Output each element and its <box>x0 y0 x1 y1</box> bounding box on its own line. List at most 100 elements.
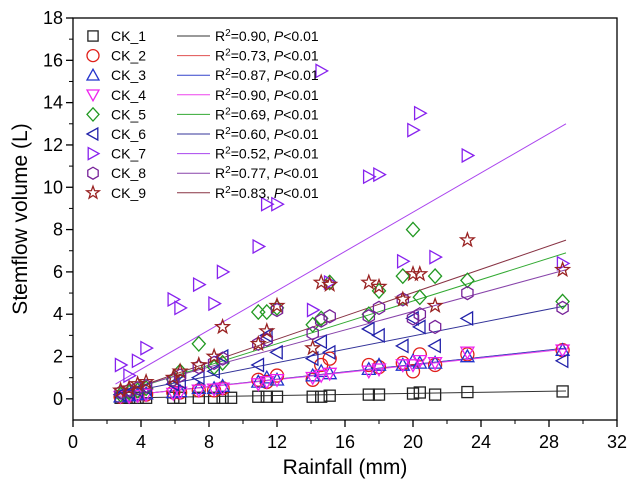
legend-fit-ck-2: R2=0.73, P<0.01 <box>215 48 319 64</box>
legend-marker-ck-7 <box>87 146 101 161</box>
data-point-ck-4 <box>395 359 411 373</box>
data-point-ck-7 <box>252 238 267 255</box>
data-point-ck-4 <box>361 365 377 380</box>
data-point-ck-8 <box>216 351 229 366</box>
data-point-ck-8 <box>260 332 274 347</box>
legend-entry-ck-2: CK_2 R2=0.73, P<0.01 <box>86 48 319 64</box>
data-point-ck-5 <box>305 316 321 333</box>
legend-label-ck-7: CK_7 <box>111 146 146 162</box>
data-point-ck-4 <box>371 363 387 378</box>
legend-fit-ck-5: R2=0.69, P<0.01 <box>215 106 319 122</box>
data-point-ck-9 <box>458 231 477 248</box>
data-point-ck-6 <box>459 310 474 327</box>
data-point-ck-1 <box>207 391 221 404</box>
data-point-ck-4 <box>554 344 571 359</box>
x-tick-label: 8 <box>204 432 214 452</box>
legend-marker-ck-3 <box>85 67 101 81</box>
x-tick-label: 0 <box>68 432 78 452</box>
data-point-ck-7 <box>167 291 182 308</box>
data-point-ck-1 <box>372 388 386 401</box>
data-point-ck-2 <box>322 351 337 366</box>
data-point-ck-7 <box>362 169 377 185</box>
x-axis-title: Rainfall (mm) <box>283 456 408 479</box>
data-point-ck-8 <box>461 285 474 301</box>
data-point-ck-5 <box>371 282 387 300</box>
legend-entry-ck-6: CK_6 R2=0.60, P<0.01 <box>85 126 319 142</box>
x-tick-label: 32 <box>607 432 627 452</box>
data-point-ck-4 <box>459 346 476 361</box>
x-tick-label: 4 <box>136 432 146 452</box>
fit-line-ck-5 <box>115 252 567 396</box>
data-point-ck-9 <box>411 264 429 282</box>
data-point-ck-9 <box>426 296 444 314</box>
data-point-ck-7 <box>271 196 285 212</box>
data-point-ck-4 <box>305 371 321 386</box>
data-point-ck-6 <box>313 334 328 350</box>
data-point-ck-1 <box>461 385 474 399</box>
data-point-ck-5 <box>405 221 421 238</box>
data-point-ck-8 <box>252 336 265 352</box>
data-point-ck-7 <box>114 357 129 373</box>
data-point-ck-4 <box>322 367 338 382</box>
data-point-ck-4 <box>313 369 329 384</box>
legend-marker-ck-1 <box>87 30 99 42</box>
data-point-ck-6 <box>360 321 375 337</box>
data-point-ck-1 <box>216 391 229 404</box>
data-point-ck-4 <box>259 376 275 390</box>
data-point-ck-1 <box>323 389 336 402</box>
data-point-ck-7 <box>413 105 428 121</box>
data-point-ck-6 <box>321 344 336 360</box>
legend-entry-ck-8: CK_8 R2=0.77, P<0.01 <box>87 165 319 181</box>
data-point-ck-8 <box>362 309 376 324</box>
data-point-ck-5 <box>250 303 266 321</box>
data-point-ck-9 <box>360 273 378 290</box>
data-point-ck-2 <box>371 359 387 375</box>
data-point-ck-8 <box>396 292 410 307</box>
data-point-ck-7 <box>306 302 321 318</box>
legend-entry-ck-5: CK_5 R2=0.69, P<0.01 <box>86 106 319 122</box>
data-point-ck-9 <box>268 296 286 314</box>
data-point-ck-8 <box>372 300 386 316</box>
data-point-ck-4 <box>206 383 222 398</box>
data-point-ck-4 <box>172 386 188 401</box>
y-tick-label: 14 <box>43 93 63 113</box>
y-tick-label: 0 <box>53 389 63 409</box>
data-point-ck-7 <box>407 122 421 138</box>
data-point-ck-4 <box>191 384 207 399</box>
legend-label-ck-5: CK_5 <box>111 106 146 122</box>
data-point-ck-4 <box>165 387 181 402</box>
data-point-ck-6 <box>371 327 385 344</box>
y-tick-label: 16 <box>43 50 63 70</box>
data-point-ck-1 <box>306 390 319 403</box>
y-tick-label: 6 <box>53 262 63 282</box>
legend-fit-ck-9: R2=0.83, P<0.01 <box>215 185 319 201</box>
data-point-ck-5 <box>395 268 411 285</box>
legend-label-ck-8: CK_8 <box>111 165 146 181</box>
data-point-ck-9 <box>171 362 189 379</box>
data-point-ck-7 <box>315 63 330 79</box>
data-point-ck-3 <box>172 383 188 398</box>
data-point-ck-4 <box>427 357 443 371</box>
data-point-ck-1 <box>270 390 284 403</box>
data-point-ck-1 <box>260 390 273 403</box>
data-point-ck-9 <box>370 277 388 295</box>
data-point-ck-7 <box>429 249 443 265</box>
data-point-ck-9 <box>190 355 208 373</box>
data-point-ck-3 <box>191 380 207 395</box>
data-point-ck-5 <box>460 272 475 289</box>
data-point-ck-7 <box>373 166 387 183</box>
data-point-ck-6 <box>427 338 441 354</box>
data-point-ck-6 <box>269 344 283 360</box>
data-point-ck-2 <box>405 364 421 379</box>
legend-marker-ck-8 <box>87 166 99 180</box>
x-tick-label: 28 <box>539 432 559 452</box>
data-point-ck-3 <box>206 380 222 395</box>
data-point-ck-6 <box>394 338 409 354</box>
fit-line-ck-9 <box>115 239 567 396</box>
legend-fit-ck-6: R2=0.60, P<0.01 <box>215 126 319 142</box>
y-tick-label: 10 <box>43 177 63 197</box>
data-point-ck-5 <box>191 335 207 352</box>
